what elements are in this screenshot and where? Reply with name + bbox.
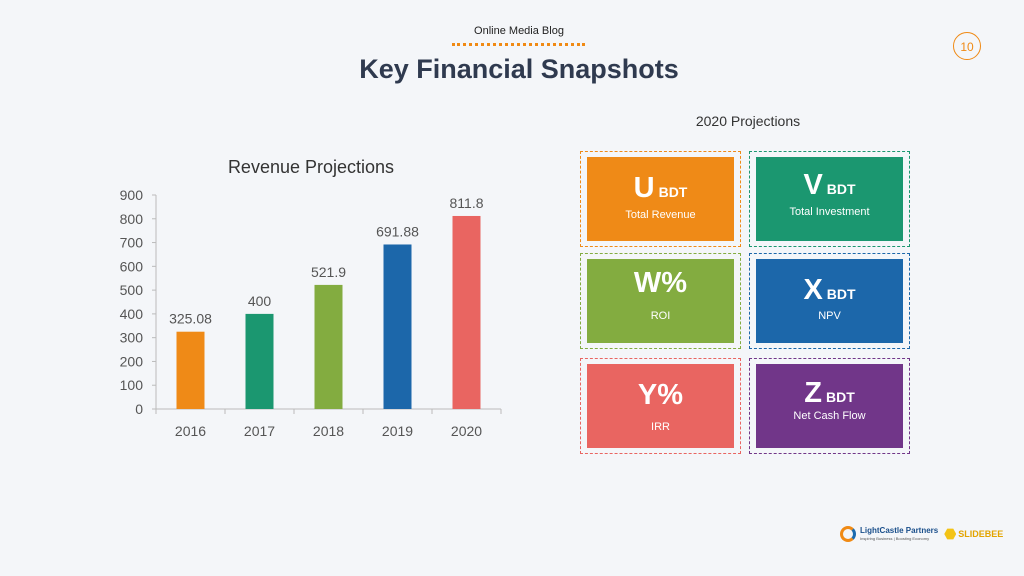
projection-tile-frame: Y% IRR [580,358,741,454]
x-tick-label: 2020 [451,423,482,439]
projection-tile: X BDT NPV [756,259,903,343]
bar-2016 [176,331,205,409]
y-tick-label: 100 [120,377,144,393]
slidebee-logo: SLIDEBEE [944,528,1003,540]
blog-label: Online Media Blog [474,25,564,37]
projections-title: 2020 Projections [695,113,801,129]
tile-value: V [803,169,823,201]
bee-hexagon-icon [944,528,957,540]
x-tick-label: 2018 [313,423,344,439]
tile-label: IRR [651,421,670,433]
tile-unit: BDT [826,181,856,197]
y-tick-label: 0 [135,401,143,417]
lightcastle-logo-icon [840,526,856,542]
y-tick-label: 400 [120,306,144,322]
y-tick-label: 600 [120,258,144,274]
tile-value: Y% [637,379,684,411]
projection-tile-frame: X BDT NPV [749,253,910,349]
y-tick-label: 900 [120,187,144,203]
data-label: 325.08 [169,311,212,327]
tile-value: X [803,274,823,306]
bar-2019 [383,244,412,409]
x-tick-label: 2016 [175,423,206,439]
bar-2017 [245,313,274,409]
tile-label: Total Revenue [625,209,696,221]
y-tick-label: 700 [120,235,144,251]
projection-tile: Y% IRR [587,364,734,448]
y-tick-label: 300 [120,330,144,346]
projection-tile: U BDT Total Revenue [587,157,734,241]
tile-value: U [633,172,655,204]
tile-label: Net Cash Flow [793,410,866,422]
chart-title: Revenue Projections [228,157,394,177]
brand-tagline: Inspiring Business | Boosting Economy [860,536,930,541]
projection-tile: Z BDT Net Cash Flow [756,364,903,448]
projection-tile: V BDT Total Investment [756,157,903,241]
brand-name: LightCastle Partners [860,526,939,535]
data-label: 400 [248,293,272,309]
tile-unit: BDT [825,389,855,405]
y-tick-label: 200 [120,353,144,369]
tile-unit: BDT [826,286,856,302]
tile-label: ROI [650,310,671,322]
projection-tile-frame: Z BDT Net Cash Flow [749,358,910,454]
x-tick-label: 2017 [244,423,275,439]
x-tick-label: 2019 [382,423,413,439]
y-tick-label: 500 [120,282,144,298]
bar-2018 [314,284,343,409]
data-label: 691.88 [376,223,419,239]
page-title: Key Financial Snapshots [359,54,679,84]
partner-name: SLIDEBEE [958,529,1004,539]
tile-unit: BDT [658,184,688,200]
data-label: 521.9 [311,264,346,280]
tile-label: NPV [818,310,841,322]
footer-logos: LightCastle Partners Inspiring Business … [840,526,1003,542]
tile-label: Total Investment [789,206,870,218]
page-number: 10 [953,32,981,60]
projection-tile-frame: V BDT Total Investment [749,151,910,247]
tile-value: W% [633,267,688,299]
bar-2020 [452,215,481,409]
y-tick-label: 800 [120,211,144,227]
revenue-chart: Revenue Projections 0 100 200 300 400 500 600 7… [120,157,502,439]
projection-tile-frame: W% ROI [580,253,741,349]
projection-tile: W% ROI [587,259,734,343]
data-label: 811.8 [450,195,484,211]
projection-tile-frame: U BDT Total Revenue [580,151,741,247]
header-divider [452,43,585,46]
tile-value: Z [804,377,822,409]
